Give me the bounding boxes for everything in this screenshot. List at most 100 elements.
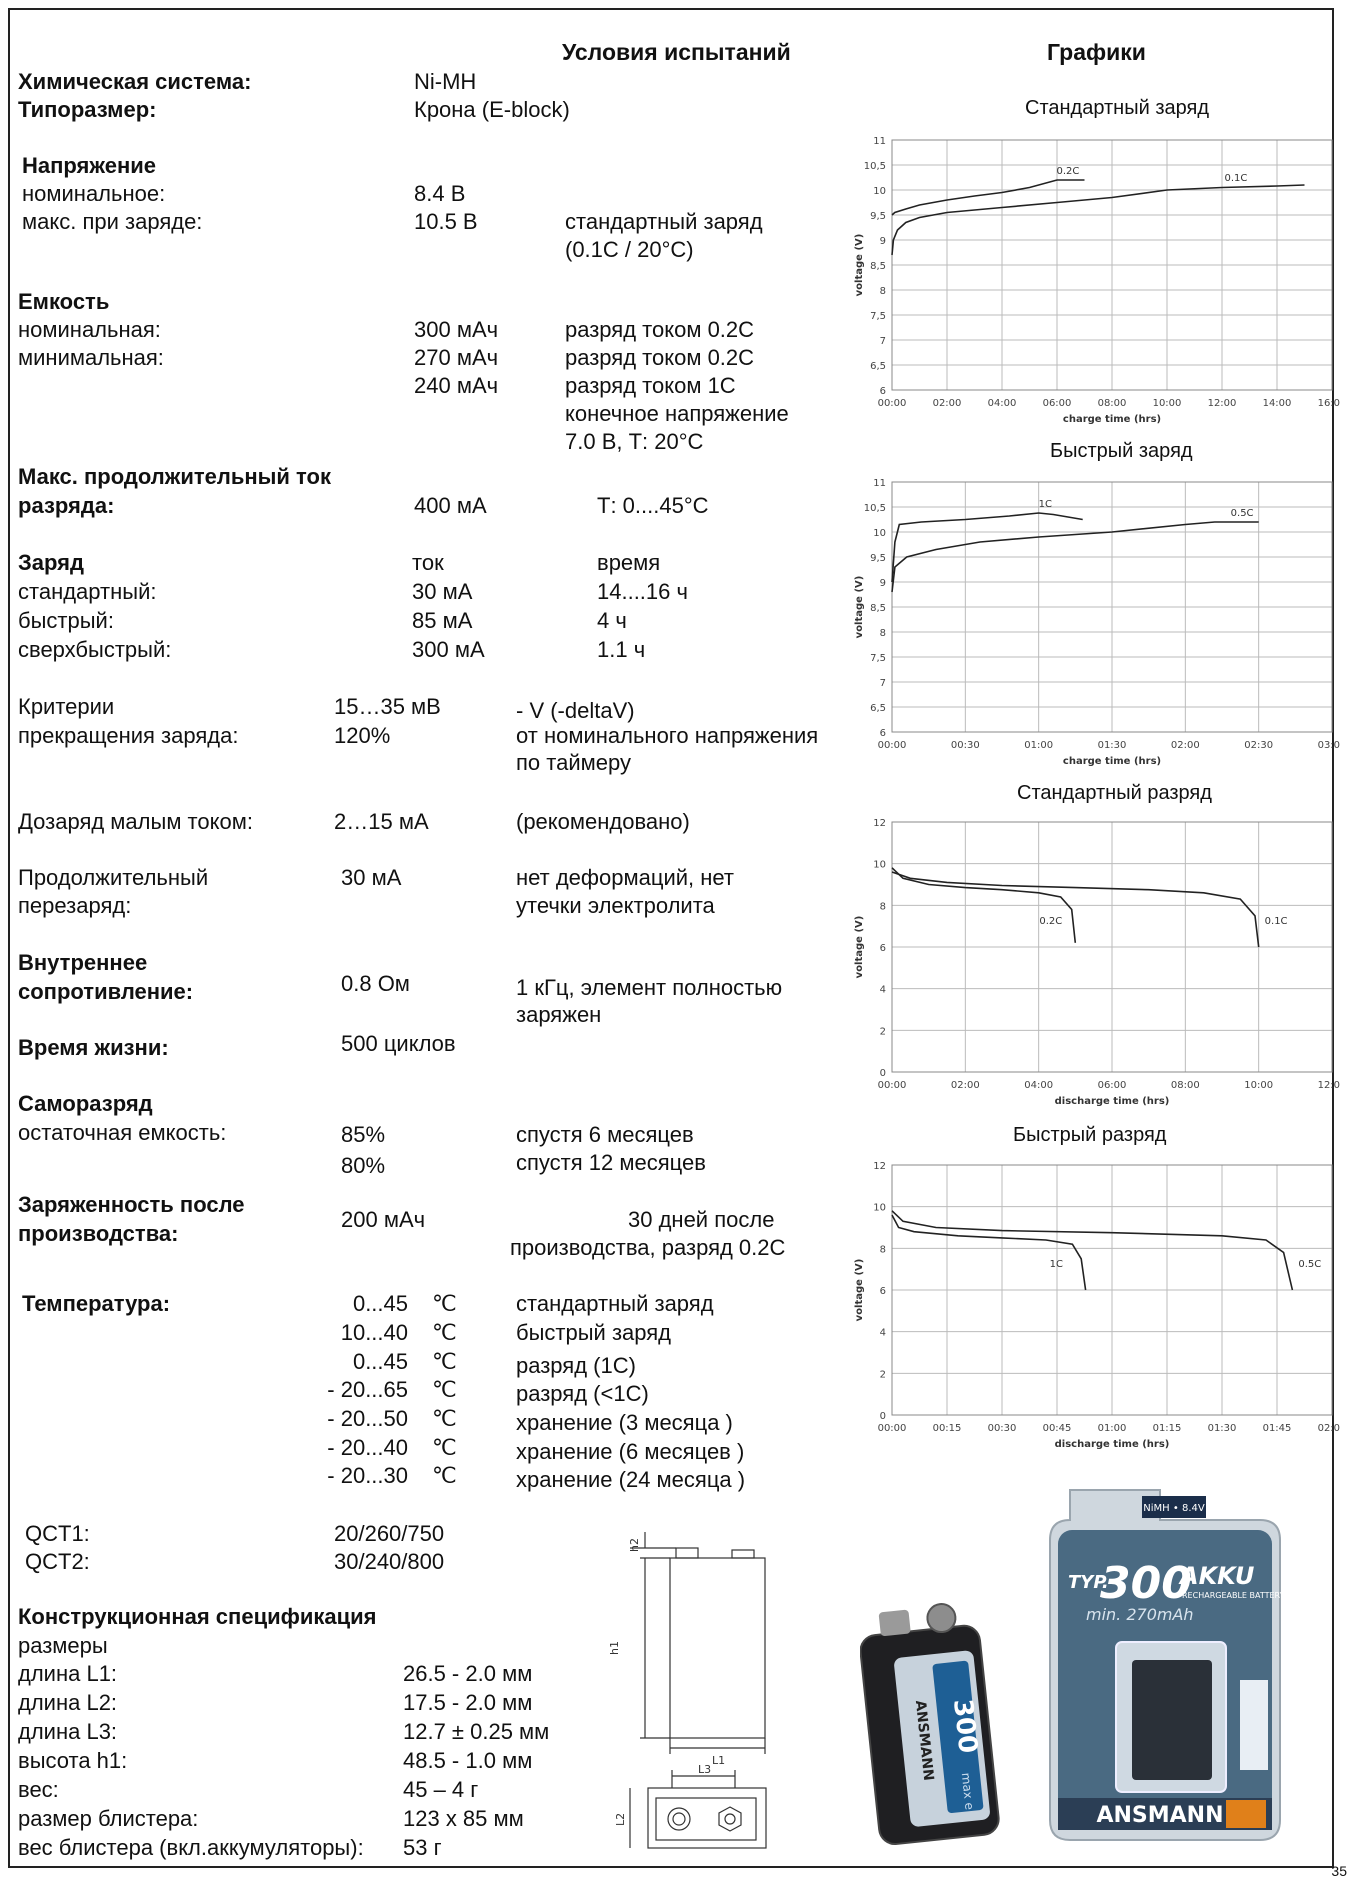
drawing-label-L1: L1 [712,1754,725,1767]
graphs-header: Графики [1047,39,1146,65]
voltage-title: Напряжение [22,153,156,178]
series-label: 1C [1050,1259,1063,1270]
charged-state-label2: производства: [18,1221,179,1246]
chart-title: Быстрый разряд [1013,1124,1167,1146]
blister-akku: AKKU [1178,1562,1254,1590]
y-tick-label: 4 [880,1328,886,1339]
temperature-unit: ℃ [432,1406,457,1431]
temperature-unit: ℃ [432,1349,457,1374]
x-tick-label: 02:00 [933,398,962,409]
x-tick-label: 00:00 [878,1080,907,1091]
x-tick-label: 01:45 [1263,1423,1292,1434]
battery-tag: max e [959,1772,977,1811]
temperature-condition: быстрый заряд [516,1320,671,1345]
x-axis-label: discharge time (hrs) [1055,1096,1170,1107]
qct2-label: QCT2: [25,1549,90,1574]
overcharge-label2: перезаряд: [18,893,132,918]
blister-warranty-badge [1226,1800,1266,1828]
x-tick-label: 12:00 [1318,1080,1340,1091]
temperature-unit: ℃ [432,1291,457,1316]
size-label: Типоразмер: [18,97,157,122]
temperature-range: 10...40 [340,1320,408,1345]
charge-row-time: 14....16 ч [597,579,688,604]
charged-state-cond1: 30 дней после [628,1207,775,1232]
y-tick-label: 2 [880,1369,886,1380]
x-tick-label: 10:00 [1153,398,1182,409]
voltage-max-cond1: стандартный заряд [565,209,763,234]
chart-title: Быстрый заряд [1050,440,1193,462]
series-line-1C [891,512,1083,583]
x-tick-label: 06:00 [1098,1080,1127,1091]
x-tick-label: 12:00 [1208,398,1237,409]
temperature-condition: разряд (1С) [516,1353,636,1378]
series-line-0-1C [891,184,1305,256]
x-tick-label: 01:30 [1208,1423,1237,1434]
y-axis-label: voltage (V) [854,1259,865,1322]
temperature-condition: хранение (24 месяца ) [516,1467,746,1492]
charge-col-current: ток [412,550,444,575]
series-label: 0.1C [1265,916,1288,927]
overcharge-cond2: утечки электролита [516,893,715,918]
construction-label: размер блистера: [18,1806,199,1831]
termination-value1: 15…35 мВ [334,694,441,719]
x-tick-label: 01:30 [1098,740,1127,751]
capacity-min-value2: 240 мАч [414,373,499,398]
temperature-condition: хранение (6 месяцев ) [516,1439,745,1464]
y-tick-label: 6,5 [870,361,886,372]
voltage-max-cond2: (0.1С / 20°С) [565,237,694,262]
y-tick-label: 8 [880,901,886,912]
x-tick-label: 00:30 [951,740,980,751]
x-tick-label: 02:00 [951,1080,980,1091]
chart-fast-charge: 6 6,5 7 7,5 8 8,5 9 9,5 10 10,5 11 00:00 00:30 01:00 0… [854,478,1340,767]
y-tick-label: 10 [873,860,886,871]
chart-title: Стандартный заряд [1025,97,1210,119]
series-line-0-1C [891,871,1260,948]
charge-row-label: стандартный: [18,579,157,604]
construction-value: 53 г [403,1835,442,1860]
size-value: Крона (E-block) [414,97,570,122]
charge-row-current: 30 мА [412,579,473,604]
y-tick-label: 4 [880,985,886,996]
y-tick-label: 0 [880,1068,886,1079]
temperature-range: - 20...50 [327,1406,408,1431]
x-axis-label: charge time (hrs) [1063,756,1161,767]
qct1-value: 20/260/750 [334,1521,445,1546]
page-number: 35 [1331,1863,1347,1879]
charge-row-time: 4 ч [597,608,627,633]
self-discharge-title: Саморазряд [18,1091,153,1116]
temperature-unit: ℃ [432,1435,457,1460]
y-tick-label: 9,5 [870,553,886,564]
termination-cond3: по таймеру [516,750,631,775]
charge-row-current: 300 мА [412,637,485,662]
drawing-label-L3: L3 [698,1763,711,1776]
charged-state-value: 200 мАч [341,1207,426,1232]
drawing-label-h1: h1 [608,1641,621,1655]
blister-min: min. 270mAh [1086,1605,1194,1624]
x-tick-label: 00:00 [878,1423,907,1434]
resistance-value: 0.8 Ом [341,971,410,996]
y-tick-label: 10,5 [864,503,886,514]
chem-label: Химическая система: [18,69,252,94]
x-tick-label: 10:00 [1244,1080,1273,1091]
x-axis-label: charge time (hrs) [1063,414,1161,425]
termination-cond1: - V (-deltaV) [516,698,635,723]
x-tick-label: 00:15 [933,1423,962,1434]
product-illustration: NiMH • 8.4V TYP. 300 AKKU RECHARGEABLE B… [859,1489,1285,1846]
x-tick-label: 08:00 [1171,1080,1200,1091]
series-line-0-5C [891,521,1259,593]
trickle-label: Дозаряд малым током: [18,809,253,834]
x-tick-label: 04:00 [1024,1080,1053,1091]
series-label: 0.2C [1039,916,1062,927]
x-tick-label: 01:15 [1153,1423,1182,1434]
charge-title: Заряд [18,550,84,575]
charge-row-time: 1.1 ч [597,637,646,662]
chart-standard-charge: 6 6,5 7 7,5 8 8,5 9 9,5 10 10,5 11 00:00 02:00 04:00 0… [854,136,1340,425]
voltage-nominal-value: 8.4 В [414,181,466,206]
construction-label: длина L3: [18,1719,118,1744]
battery-single: 300 ANSMANN max e [859,1603,1000,1846]
series-line-0-5C [891,1210,1294,1291]
overcharge-cond1: нет деформаций, нет [516,865,734,890]
y-tick-label: 6,5 [870,703,886,714]
y-tick-label: 7 [880,336,886,347]
y-tick-label: 10 [873,1203,886,1214]
